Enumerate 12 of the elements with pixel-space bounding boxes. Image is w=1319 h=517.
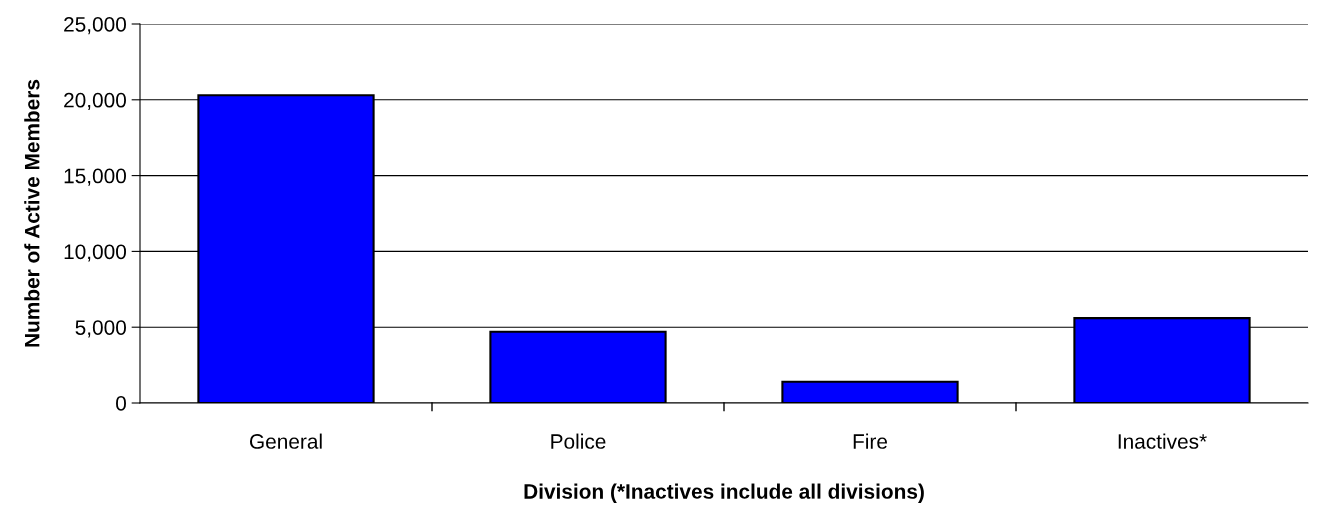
y-tick-label: 10,000 (64, 244, 126, 262)
x-tick-label: Fire (853, 433, 888, 449)
y-axis-title: Number of Active Members (24, 79, 40, 347)
x-tick-label: General (249, 433, 322, 449)
y-tick-label: 15,000 (64, 168, 126, 186)
x-tick-label: Police (551, 433, 606, 449)
y-tick-label: 20,000 (64, 92, 126, 111)
y-tick-label: 5,000 (75, 320, 126, 338)
y-tick-label: 0 (116, 396, 126, 411)
y-tick-label: 25,000 (64, 17, 126, 35)
x-tick-label: Inactives* (1118, 433, 1207, 449)
x-axis-title: Division (*Inactives include all divisions) (524, 483, 924, 503)
